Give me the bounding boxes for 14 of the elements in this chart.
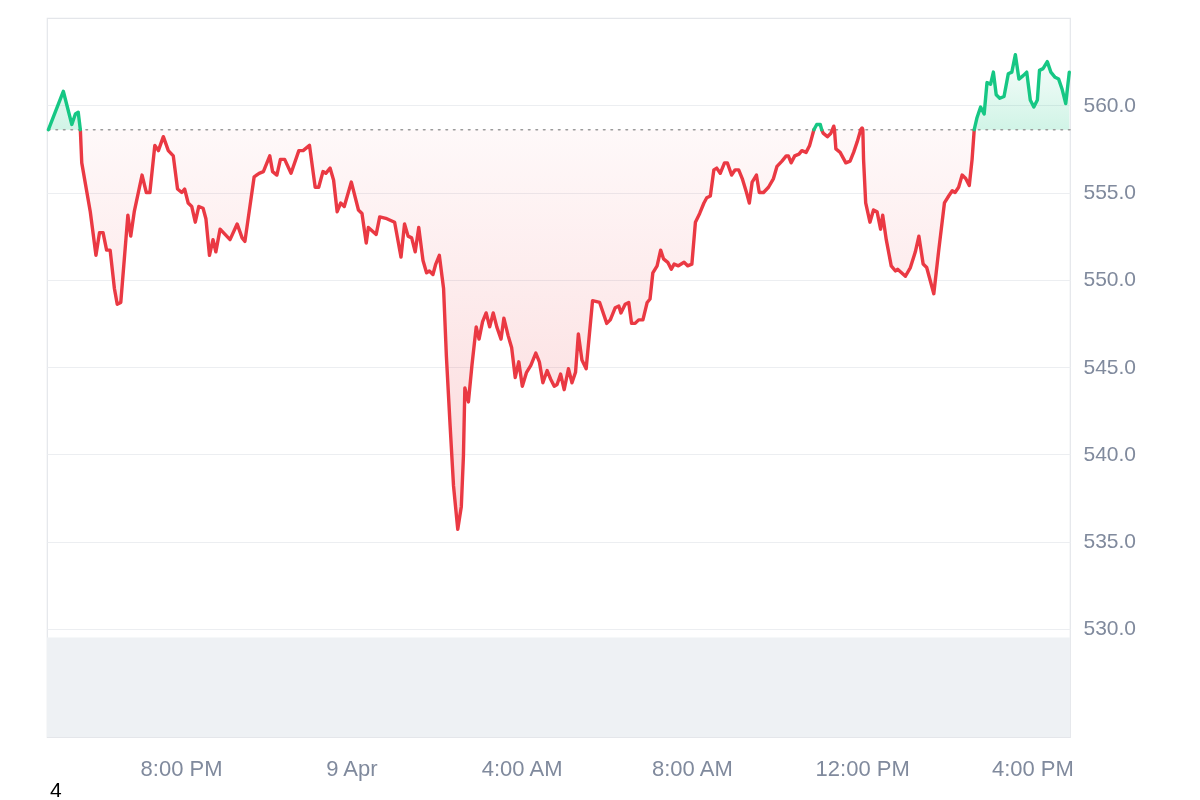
y-tick-label: 560.0 bbox=[1083, 92, 1137, 116]
y-tick-label: 555.0 bbox=[1083, 180, 1137, 204]
x-tick-label: 4:00 AM bbox=[481, 755, 563, 781]
y-tick-label: 540.0 bbox=[1083, 441, 1137, 465]
y-tick-label: 535.0 bbox=[1083, 529, 1137, 553]
y-tick-label: 550.0 bbox=[1083, 267, 1137, 291]
x-tick-label: 8:00 PM bbox=[140, 755, 223, 781]
x-tick-label: 9 Apr bbox=[326, 755, 378, 781]
text: 4 bbox=[50, 778, 62, 800]
y-tick-label: 530.0 bbox=[1083, 616, 1137, 640]
x-tick-label: 12:00 PM bbox=[815, 755, 910, 781]
x-tick-label: 8:00 AM bbox=[652, 755, 733, 781]
y-tick-label: 545.0 bbox=[1083, 354, 1137, 378]
x-tick-label: 4:00 PM bbox=[991, 755, 1074, 781]
